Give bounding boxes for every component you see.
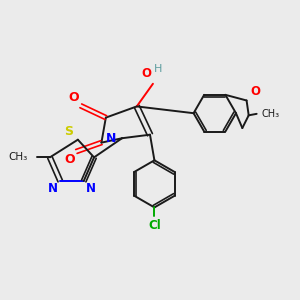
Text: S: S bbox=[64, 125, 74, 138]
Text: O: O bbox=[250, 85, 260, 98]
Text: CH₃: CH₃ bbox=[9, 152, 28, 162]
Text: CH₃: CH₃ bbox=[261, 109, 279, 119]
Text: O: O bbox=[64, 153, 75, 166]
Text: N: N bbox=[106, 132, 117, 145]
Text: O: O bbox=[69, 92, 79, 104]
Text: N: N bbox=[48, 182, 58, 195]
Text: H: H bbox=[154, 64, 162, 74]
Text: N: N bbox=[86, 182, 96, 195]
Text: Cl: Cl bbox=[148, 219, 161, 232]
Text: O: O bbox=[142, 67, 152, 80]
